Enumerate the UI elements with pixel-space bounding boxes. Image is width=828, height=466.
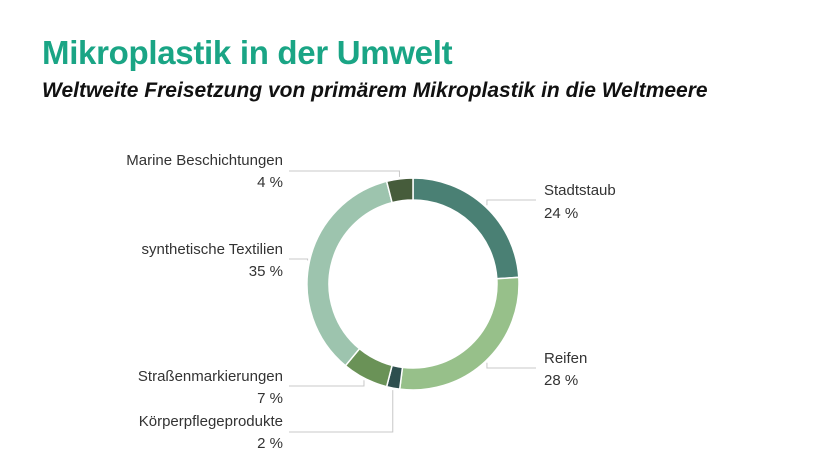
leader-line-4: [289, 380, 365, 387]
slice-name-label: Körperpflegeprodukte: [139, 413, 283, 430]
slice-name-label: Straßenmarkierungen: [138, 368, 283, 385]
leader-line-2: [486, 362, 536, 369]
leader-lines: [289, 170, 536, 433]
slice-name-label: Reifen: [544, 350, 587, 367]
donut-slices: [306, 177, 520, 391]
slice-value-label: 7 %: [257, 390, 283, 407]
slice-5: [306, 180, 394, 367]
leader-line-1: [486, 199, 536, 206]
slice-value-label: 35 %: [249, 263, 283, 280]
slice-2: [398, 276, 520, 391]
slice-value-label: 28 %: [544, 372, 578, 389]
chart-title: Mikroplastik in der Umwelt: [42, 34, 453, 71]
slice-name-label: synthetische Textilien: [142, 241, 283, 258]
chart-subtitle: Weltweite Freisetzung von primärem Mikro…: [42, 79, 708, 102]
slice-value-label: 4 %: [257, 174, 283, 191]
leader-line-3: [289, 390, 394, 433]
slice-value-label: 2 %: [257, 435, 283, 452]
leader-line-6: [289, 170, 400, 177]
leader-line-5: [289, 258, 309, 261]
slice-6: [385, 177, 414, 204]
slice-name-label: Marine Beschichtungen: [126, 152, 283, 169]
slice-value-label: 24 %: [544, 205, 578, 222]
slice-labels: Stadtstaub 24 % Reifen 28 % Körperpflegeprod…: [126, 152, 615, 452]
slice-1: [412, 177, 520, 280]
slice-name-label: Stadtstaub: [544, 182, 616, 199]
